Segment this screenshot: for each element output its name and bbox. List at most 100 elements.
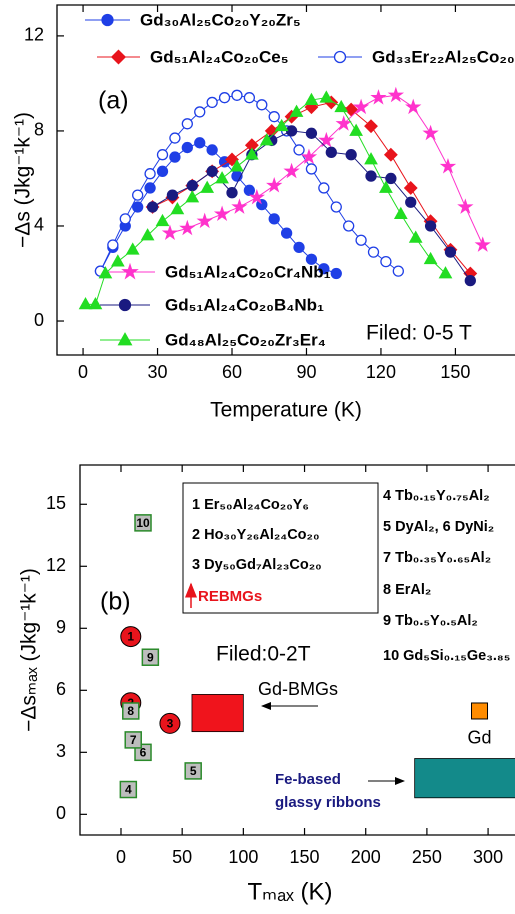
marker: [144, 182, 156, 194]
legend-label: Gd₃₀Al₂₅Co₂₀Y₂₀Zr₅: [140, 10, 301, 29]
x-axis-label: Tₘₐₓ (K): [247, 878, 332, 905]
y-tick-label: 0: [56, 803, 66, 823]
marker: [383, 147, 398, 162]
marker: [146, 201, 159, 213]
marker: [184, 762, 202, 780]
marker: [319, 90, 334, 103]
marker: [245, 147, 259, 160]
x-tick-label: 150: [290, 847, 320, 867]
marker: [134, 514, 152, 532]
marker: [159, 712, 181, 734]
marker: [206, 96, 218, 109]
marker: [335, 115, 352, 131]
key-entry: 3 Dy₅₀Gd₇Al₂₃Co₂₀: [192, 557, 322, 573]
marker: [156, 165, 169, 177]
y-tick-label: 12: [46, 555, 66, 575]
marker: [438, 266, 453, 279]
legend-label: Gd₅₁Al₂₄Co₂₀B₄Nb₁: [165, 295, 324, 314]
y-tick-label: 4: [34, 215, 44, 235]
marker: [444, 246, 457, 258]
marker: [293, 144, 305, 156]
y-tick-label: 6: [56, 679, 66, 699]
marker: [330, 201, 342, 213]
y-tick-label: 8: [34, 120, 44, 140]
marker: [457, 198, 474, 214]
key-entry: 10 Gd₅Si₀.₁₅Ge₃.₈₅: [383, 648, 510, 664]
y-axis-label: −Δs (Jkg⁻¹k⁻¹): [12, 112, 35, 248]
key-entry: 5 DyAl₂, 6 DyNi₂: [383, 519, 494, 535]
marker: [259, 133, 274, 146]
x-tick-label: 30: [148, 362, 168, 382]
marker: [380, 255, 392, 268]
marker: [169, 151, 181, 163]
point-label: Gd: [468, 728, 492, 748]
region-label: Gd-BMGs: [258, 679, 338, 699]
marker: [423, 251, 438, 265]
marker: [107, 239, 119, 251]
marker: [243, 184, 256, 196]
marker: [200, 180, 215, 193]
marker: [243, 92, 256, 104]
marker: [408, 230, 423, 243]
marker: [349, 123, 363, 136]
marker: [169, 132, 181, 144]
marker: [345, 149, 357, 161]
marker: [119, 213, 131, 225]
marker: [266, 176, 283, 193]
legend-marker: [101, 13, 114, 27]
x-tick-label: 120: [366, 362, 396, 382]
marker: [370, 89, 387, 105]
field-note: Filed:0-2T: [216, 643, 311, 666]
marker: [344, 102, 359, 117]
marker: [132, 201, 144, 213]
y-tick-label: 3: [56, 741, 66, 761]
axes-frame: [56, 4, 515, 356]
marker: [170, 202, 185, 215]
marker: [289, 104, 304, 117]
marker: [141, 648, 160, 666]
region: [191, 694, 244, 733]
marker: [280, 227, 293, 239]
point-label: 6: [140, 745, 147, 759]
marker: [422, 124, 439, 141]
marker: [218, 92, 231, 104]
axes-frame: [79, 464, 515, 836]
legend-label: Gd₄₈Al₂₅Co₂₀Zr₃Er₄: [165, 330, 326, 349]
marker: [304, 92, 319, 105]
point-label: 10: [136, 516, 150, 530]
x-tick-label: 60: [222, 362, 242, 382]
marker: [334, 99, 349, 113]
marker: [305, 127, 318, 139]
marker: [194, 106, 206, 118]
x-axis-label: Temperature (K): [210, 399, 362, 422]
x-tick-label: 0: [116, 847, 126, 867]
point-label: 1: [127, 630, 134, 644]
marker: [248, 188, 265, 205]
marker: [110, 254, 125, 267]
marker: [393, 206, 408, 219]
legend-marker: [117, 332, 133, 346]
marker: [325, 146, 337, 158]
y-tick-label: 0: [34, 310, 44, 330]
point-label: 4: [125, 783, 132, 797]
marker: [256, 99, 268, 111]
y-tick-label: 9: [56, 617, 66, 637]
key-entry: 1 Er₅₀Al₂₄Co₂₀Y₆: [192, 497, 309, 513]
marker: [156, 149, 169, 161]
marker: [231, 89, 243, 101]
series-line: [99, 94, 399, 272]
marker: [226, 187, 238, 199]
marker: [343, 220, 355, 232]
key-entry: 7 Tb₀.₃₅Y₀.₆₅Al₂: [383, 550, 491, 566]
region-label: glassy ribbons: [275, 794, 381, 811]
marker: [471, 702, 489, 720]
marker: [305, 163, 318, 175]
marker: [318, 131, 335, 148]
point-label: 7: [130, 733, 137, 747]
key-box: [182, 482, 379, 614]
marker: [186, 179, 198, 192]
marker: [125, 242, 140, 255]
marker: [283, 162, 300, 179]
marker: [439, 157, 457, 174]
panel-label: (b): [100, 588, 131, 616]
